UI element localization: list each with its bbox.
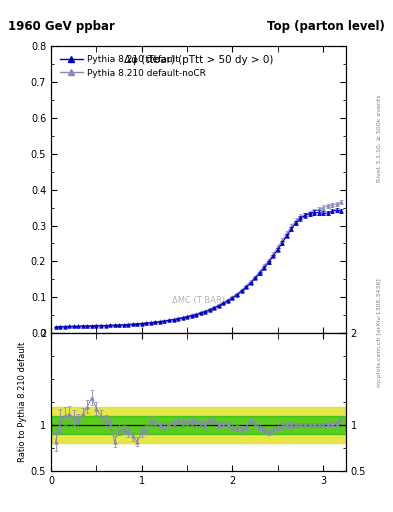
Y-axis label: Ratio to Pythia 8.210 default: Ratio to Pythia 8.210 default [18,342,27,462]
Legend: Pythia 8.210 default, Pythia 8.210 default-noCR: Pythia 8.210 default, Pythia 8.210 defau… [55,51,211,82]
Text: Rivet 3.1.10, ≥ 500k events: Rivet 3.1.10, ≥ 500k events [377,94,382,182]
Bar [51,407,346,443]
Text: Top (parton level): Top (parton level) [267,20,385,33]
Text: 1960 GeV ppbar: 1960 GeV ppbar [8,20,115,33]
Text: Δφ (tt̅bar) (pTtt > 50 dy > 0): Δφ (tt̅bar) (pTtt > 50 dy > 0) [124,55,273,65]
Text: ΔMC (T BAR): ΔMC (T BAR) [172,295,225,305]
Text: mcplots.cern.ch [arXiv:1306.3436]: mcplots.cern.ch [arXiv:1306.3436] [377,279,382,387]
Bar [51,416,346,434]
